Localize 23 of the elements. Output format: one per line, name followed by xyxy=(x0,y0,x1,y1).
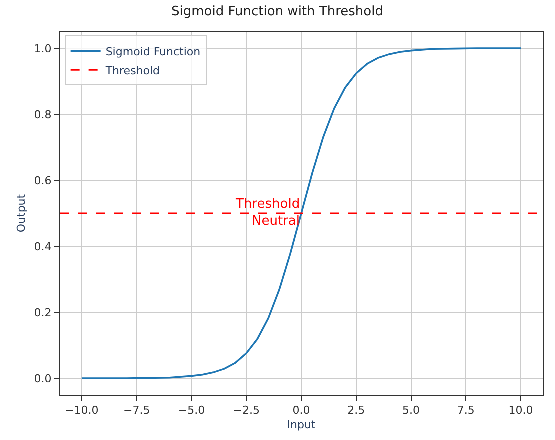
y-tick-label: 0.4 xyxy=(34,240,52,254)
y-tick-label: 0.6 xyxy=(34,174,52,188)
x-tick-label: 0.0 xyxy=(292,404,310,418)
x-axis-title: Input xyxy=(287,418,316,432)
annotation: Neutral xyxy=(252,214,300,229)
y-tick-label: 1.0 xyxy=(34,42,52,56)
chart-title: Sigmoid Function with Threshold xyxy=(172,4,384,20)
x-tick-label: 7.5 xyxy=(457,404,475,418)
y-tick-label: 0.2 xyxy=(34,306,52,320)
x-tick-label: 2.5 xyxy=(348,404,366,418)
x-tick-label: −2.5 xyxy=(233,404,260,418)
x-tick-label: −10.0 xyxy=(65,404,99,418)
y-axis-title: Output xyxy=(14,194,28,233)
line-series xyxy=(81,48,522,380)
legend-label: Threshold xyxy=(104,64,160,78)
x-tick-label: 10.0 xyxy=(508,404,534,418)
legend-label: Sigmoid Function xyxy=(106,45,201,58)
x-tick-label: −7.5 xyxy=(123,404,150,418)
y-tick-label: 0.0 xyxy=(34,372,52,386)
y-tick-label: 0.8 xyxy=(34,108,52,122)
x-tick-label: −5.0 xyxy=(178,404,206,418)
x-tick-label: 5.0 xyxy=(402,404,420,418)
annotation: Threshold xyxy=(235,197,300,212)
